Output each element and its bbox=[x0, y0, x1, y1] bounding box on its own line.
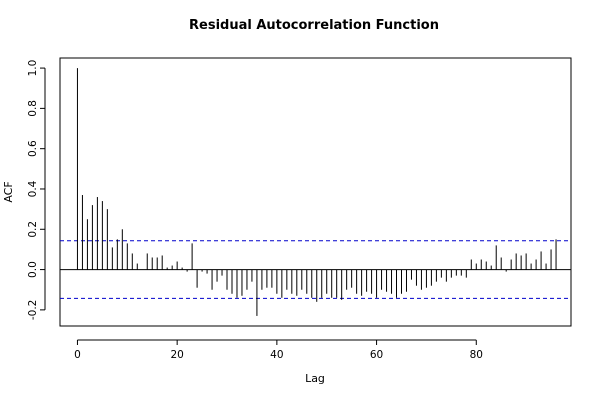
y-tick-label: 0.8 bbox=[27, 100, 39, 117]
y-tick-label: 0.2 bbox=[27, 221, 39, 238]
y-tick-label: 0.4 bbox=[27, 180, 39, 197]
plot-frame bbox=[59, 57, 572, 327]
y-tick-label: 0.6 bbox=[27, 140, 39, 157]
x-tick-label: 20 bbox=[170, 349, 183, 361]
x-axis-label: Lag bbox=[305, 372, 325, 385]
x-tick-label: 40 bbox=[270, 349, 283, 361]
chart-title: Residual Autocorrelation Function bbox=[189, 18, 439, 33]
y-axis-label: ACF bbox=[2, 181, 15, 202]
x-tick-label: 60 bbox=[370, 349, 383, 361]
y-tick-label: 1.0 bbox=[27, 60, 39, 77]
x-tick-label: 80 bbox=[470, 349, 483, 361]
y-tick-label: 0.0 bbox=[27, 261, 39, 278]
x-axis: 0 20 40 60 80 bbox=[74, 339, 483, 361]
acf-bars bbox=[76, 68, 557, 316]
y-tick-label: -0.2 bbox=[27, 300, 39, 321]
y-axis: -0.2 0.0 0.2 0.4 0.6 0.8 1.0 bbox=[27, 60, 46, 321]
x-tick-label: 0 bbox=[74, 349, 81, 361]
